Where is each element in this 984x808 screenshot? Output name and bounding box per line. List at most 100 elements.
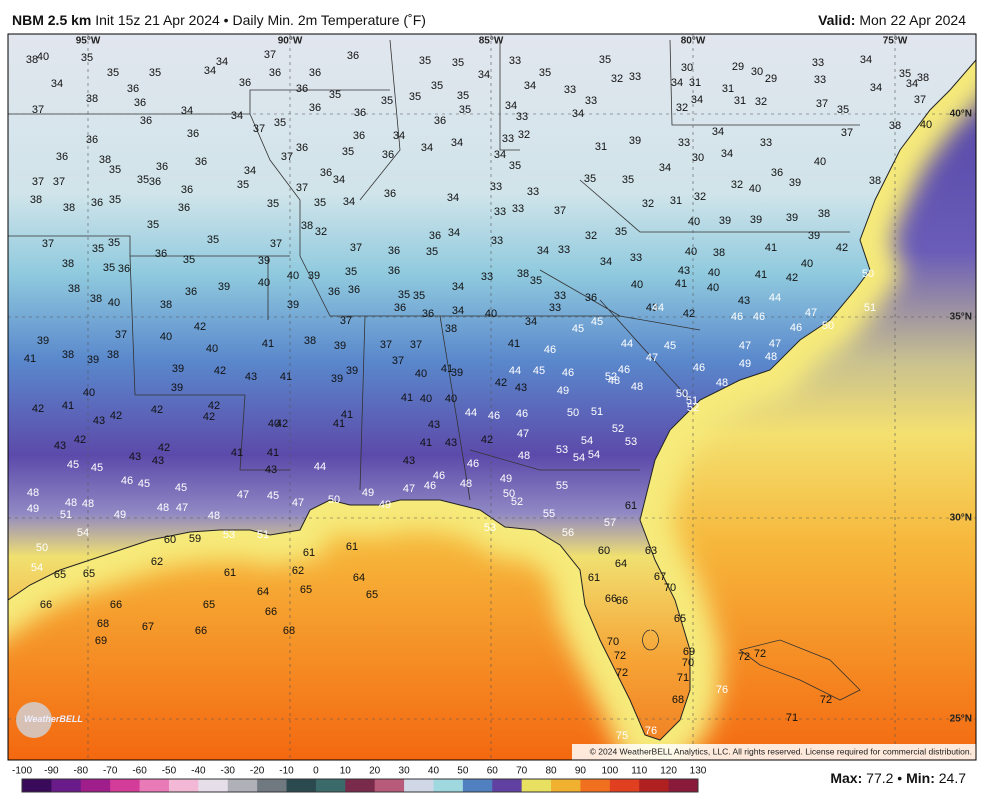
header: NBM 2.5 km Init 15z 21 Apr 2024 • Daily … <box>12 12 426 28</box>
station-value: 36 <box>91 197 103 209</box>
station-value: 65 <box>366 589 378 601</box>
station-value: 35 <box>345 266 357 278</box>
station-value: 41 <box>24 353 36 365</box>
station-value: 32 <box>585 230 597 242</box>
station-value: 35 <box>584 173 596 185</box>
valid: Valid: Mon 22 Apr 2024 <box>818 12 966 28</box>
colorbar-swatch <box>51 779 82 792</box>
station-value: 40 <box>707 282 719 294</box>
station-value: 35 <box>149 67 161 79</box>
station-value: 36 <box>354 107 366 119</box>
station-value: 56 <box>562 527 574 539</box>
station-value: 47 <box>739 340 751 352</box>
copyright: © 2024 WeatherBELL Analytics, LLC. All r… <box>590 746 972 756</box>
station-value: 51 <box>686 395 698 407</box>
station-value: 37 <box>914 94 926 106</box>
colorbar-swatch <box>80 779 111 792</box>
station-value: 45 <box>533 365 545 377</box>
station-value: 41 <box>267 447 279 459</box>
station-value: 66 <box>110 599 122 611</box>
station-value: 34 <box>451 137 463 149</box>
station-value: 44 <box>769 292 781 304</box>
colorbar-swatch <box>22 779 52 792</box>
latitude-label: 30°N <box>950 513 972 524</box>
station-value: 49 <box>114 509 126 521</box>
colorbar-tick-label: 50 <box>457 766 469 777</box>
station-value: 62 <box>292 565 304 577</box>
latitude-label: 35°N <box>950 312 972 323</box>
station-value: 36 <box>178 202 190 214</box>
station-value: 66 <box>195 625 207 637</box>
station-value: 72 <box>738 651 750 663</box>
station-value: 35 <box>267 198 279 210</box>
station-value: 50 <box>862 268 874 280</box>
station-value: 39 <box>808 230 820 242</box>
station-value: 34 <box>572 108 584 120</box>
station-value: 33 <box>814 74 826 86</box>
colorbar-swatch <box>551 779 581 792</box>
station-value: 31 <box>689 77 701 89</box>
station-value: 42 <box>481 434 493 446</box>
station-value: 49 <box>500 473 512 485</box>
station-value: 35 <box>81 52 93 64</box>
station-value: 42 <box>74 434 86 446</box>
station-value: 46 <box>731 311 743 323</box>
station-value: 36 <box>149 176 161 188</box>
station-value: 48 <box>157 502 169 514</box>
colorbar-tick-label: 130 <box>690 766 707 777</box>
station-value: 35 <box>622 174 634 186</box>
station-value: 35 <box>457 90 469 102</box>
station-value: 39 <box>451 367 463 379</box>
station-value: 40 <box>749 183 761 195</box>
station-value: 35 <box>183 254 195 266</box>
station-value: 38 <box>62 349 74 361</box>
station-value: 35 <box>207 234 219 246</box>
station-value: 35 <box>398 289 410 301</box>
station-value: 35 <box>539 67 551 79</box>
max-label: Max: <box>830 770 862 786</box>
station-value: 64 <box>257 586 269 598</box>
station-value: 35 <box>530 275 542 287</box>
station-value: 41 <box>231 447 243 459</box>
station-value: 65 <box>54 569 66 581</box>
station-value: 70 <box>664 582 676 594</box>
separator: • <box>897 770 902 786</box>
station-value: 42 <box>786 272 798 284</box>
station-value: 43 <box>54 440 66 452</box>
station-value: 41 <box>675 278 687 290</box>
longitude-label: 75°W <box>883 36 908 47</box>
station-value: 38 <box>818 208 830 220</box>
station-value: 40 <box>420 393 432 405</box>
station-value: 43 <box>738 295 750 307</box>
station-value: 61 <box>303 547 315 559</box>
station-value: 40 <box>160 331 172 343</box>
station-value: 47 <box>805 307 817 319</box>
station-value: 42 <box>495 377 507 389</box>
colorbar-tick-label: 100 <box>601 766 618 777</box>
colorbar-swatch <box>433 779 464 792</box>
station-value: 41 <box>401 392 413 404</box>
station-value: 43 <box>245 371 257 383</box>
station-value: 66 <box>265 606 277 618</box>
station-value: 40 <box>415 368 427 380</box>
station-value: 34 <box>448 227 460 239</box>
station-value: 36 <box>185 286 197 298</box>
colorbar-tick-label: -60 <box>132 766 147 777</box>
station-value: 33 <box>554 290 566 302</box>
station-value: 34 <box>204 65 216 77</box>
station-value: 38 <box>869 175 881 187</box>
station-value: 32 <box>694 191 706 203</box>
colorbar-swatch <box>374 779 405 792</box>
colorbar-tick-label: -100 <box>12 766 32 777</box>
colorbar-swatch <box>198 779 229 792</box>
station-value: 45 <box>267 490 279 502</box>
station-value: 37 <box>253 123 265 135</box>
station-value: 42 <box>110 410 122 422</box>
colorbar-tick-label: -70 <box>103 766 118 777</box>
station-value: 35 <box>329 89 341 101</box>
colorbar-swatch <box>521 779 552 792</box>
station-value: 52 <box>511 496 523 508</box>
station-value: 31 <box>722 83 734 95</box>
station-value: 39 <box>37 335 49 347</box>
